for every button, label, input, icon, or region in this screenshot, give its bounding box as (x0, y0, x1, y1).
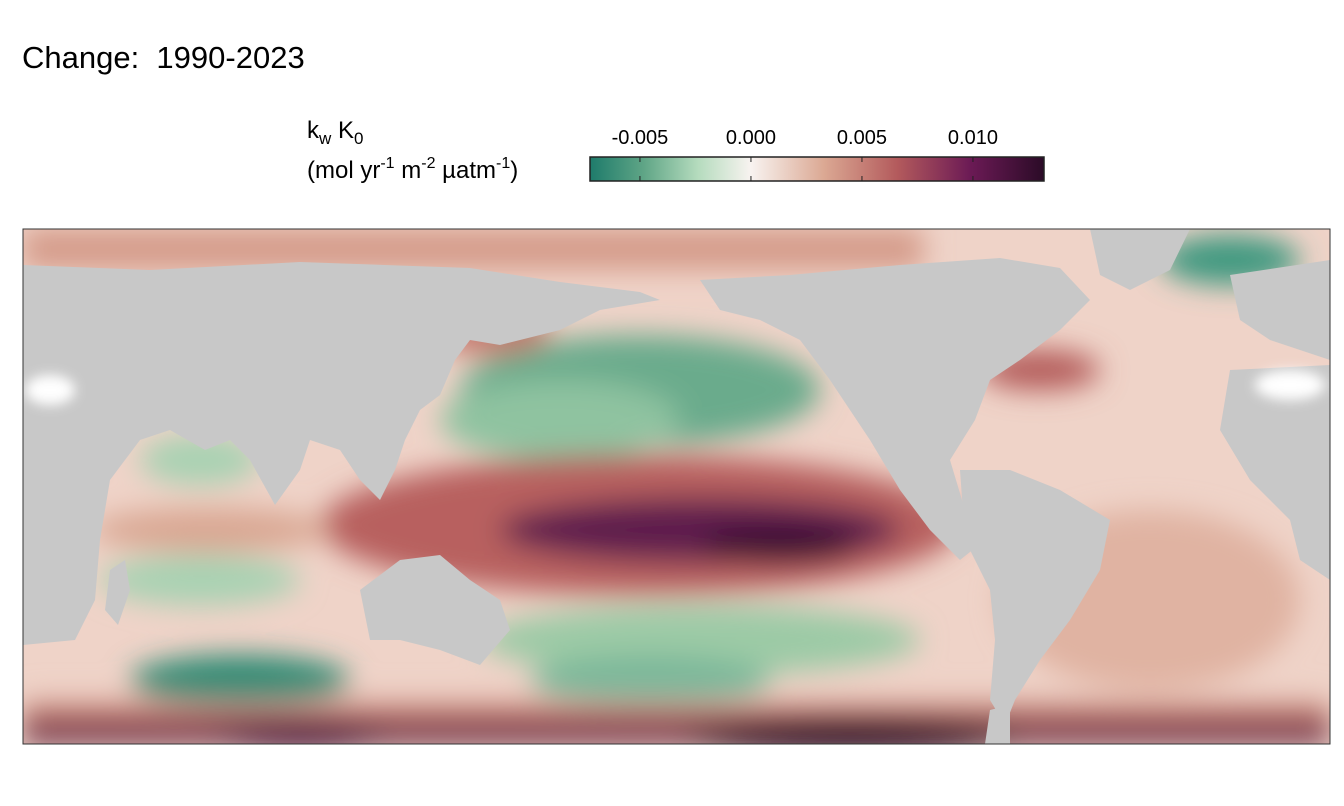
title: Change: 1990-2023 (22, 40, 305, 75)
map-frame (22, 228, 1331, 745)
colorbar-title: kw K0 (307, 117, 363, 148)
field (23, 229, 1330, 744)
units-sup: -1 (496, 155, 510, 172)
colorbar-title-sub: w (318, 129, 332, 148)
missing-data (25, 370, 1325, 405)
units-sup: -2 (421, 155, 435, 172)
colorbar-title-part: k (307, 117, 320, 144)
map (23, 229, 1330, 744)
colorbar-units: (mol yr-1 m-2 µatm-1) (307, 155, 518, 184)
colorbar: -0.005 0.000 0.005 0.010 (589, 127, 1045, 182)
colorbar-title-part: K (331, 117, 354, 144)
colorbar-tick-label: -0.005 (612, 127, 669, 149)
units-part: (mol yr (307, 157, 380, 184)
colorbar-tick-label: 0.010 (948, 127, 998, 149)
units-sup: -1 (380, 155, 394, 172)
colorbar-title-sub: 0 (354, 129, 363, 148)
colorbar-tick-label: 0.005 (837, 127, 887, 149)
units-part: µatm (435, 157, 496, 184)
units-part: m (395, 157, 422, 184)
colorbar-tick-label: 0.000 (726, 127, 776, 149)
land (23, 229, 1330, 744)
units-part: ) (510, 157, 518, 184)
colorbar-bar (589, 156, 1045, 182)
